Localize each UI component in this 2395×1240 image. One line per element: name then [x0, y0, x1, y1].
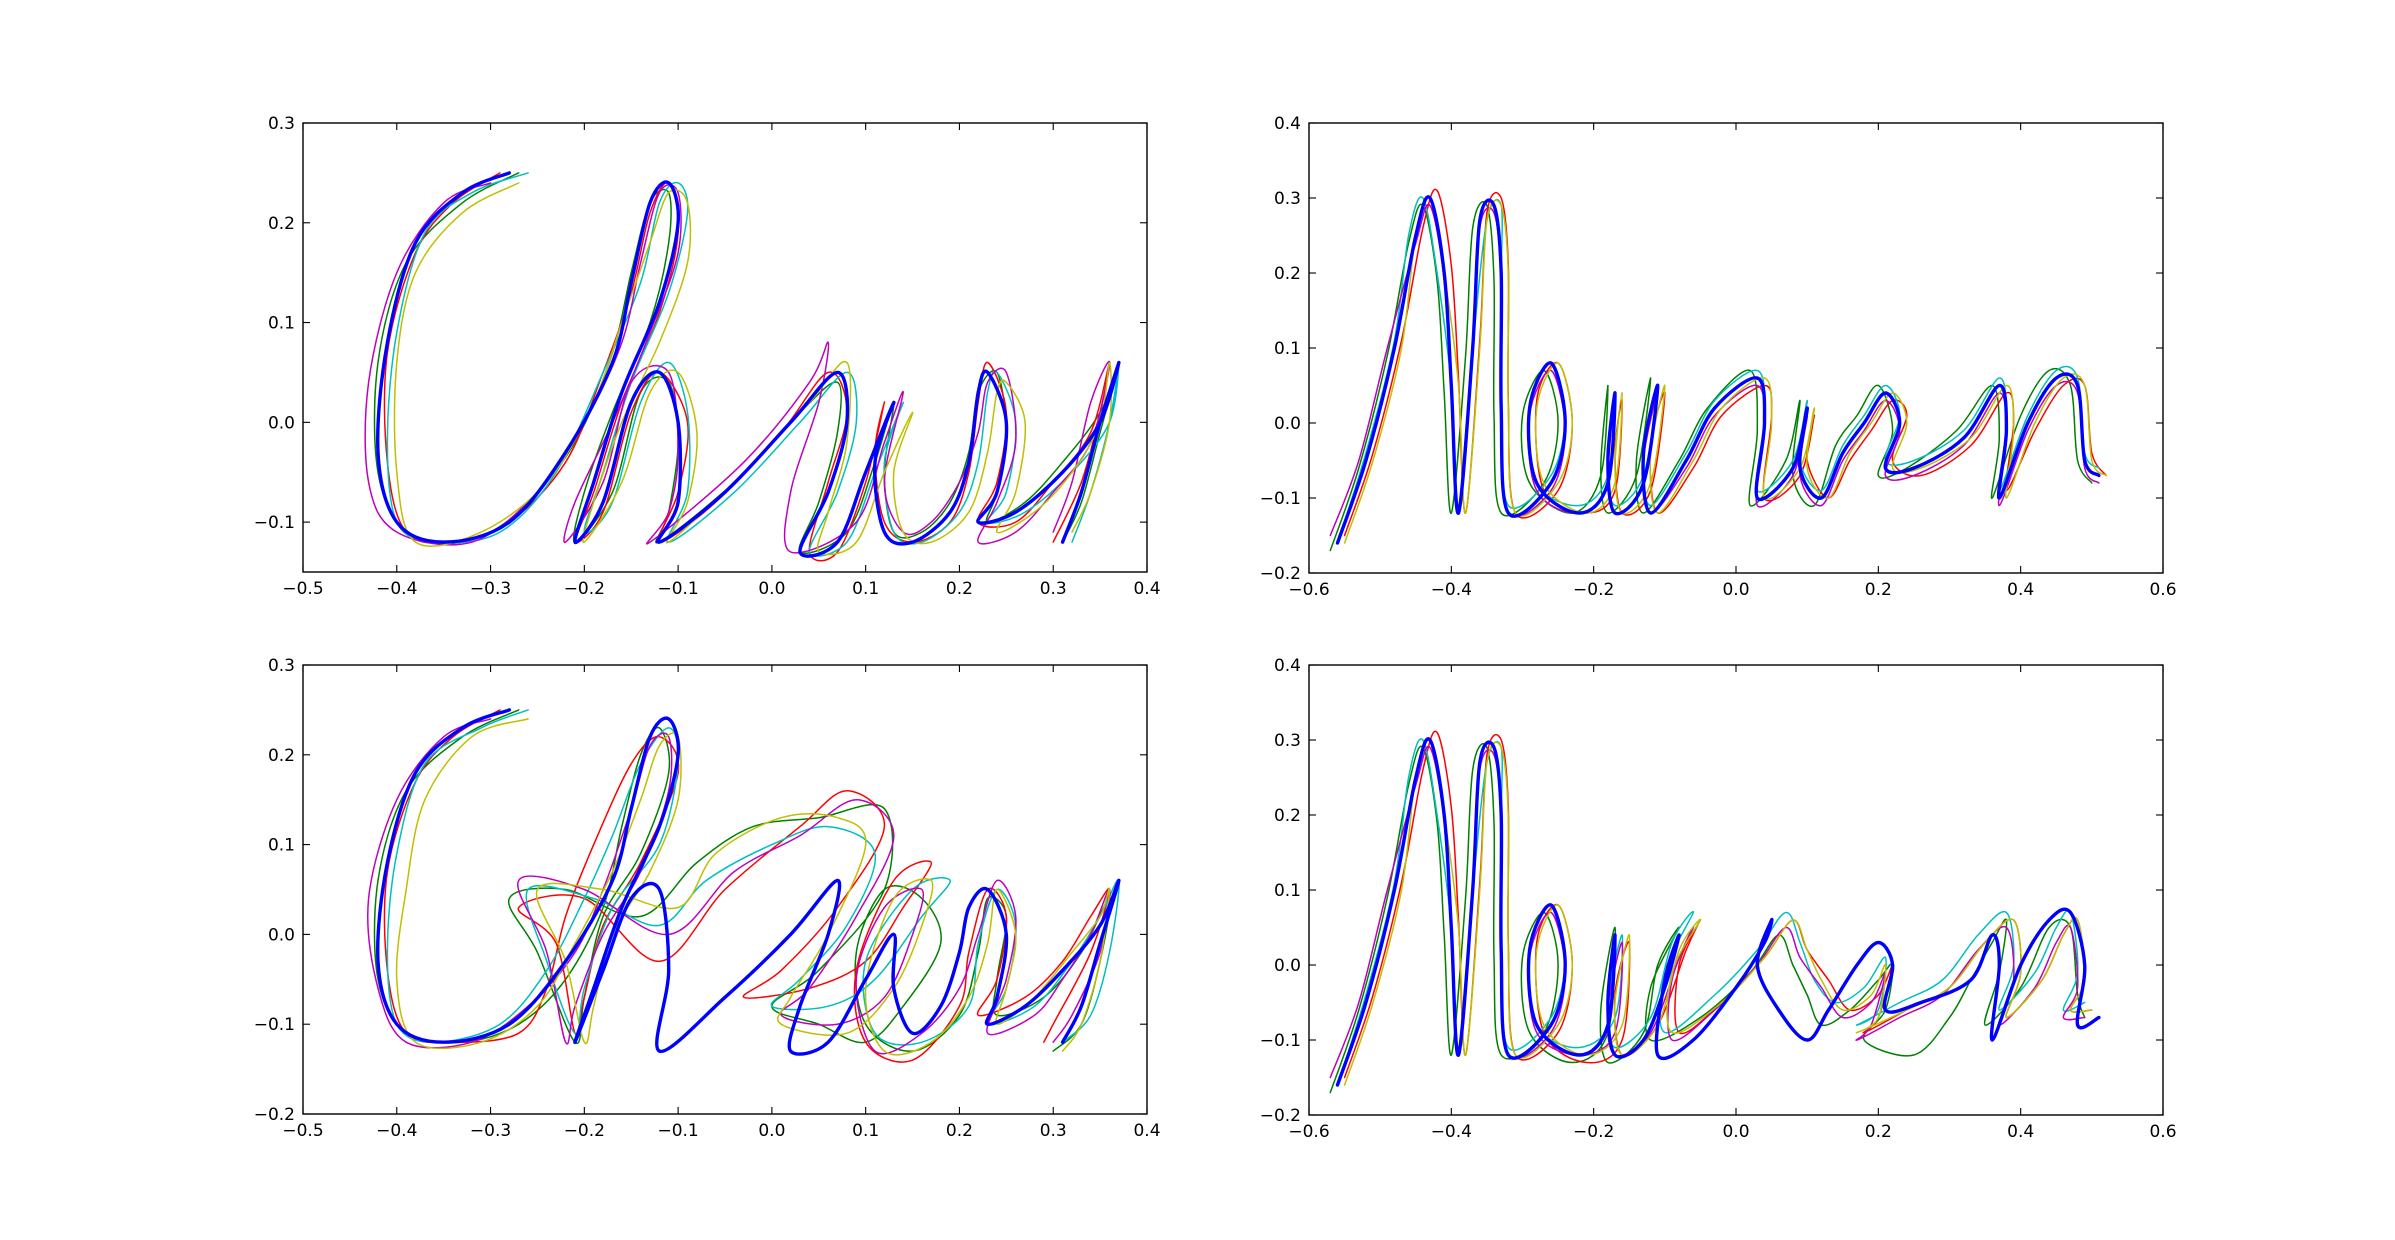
series-group	[367, 708, 1121, 1063]
x-tick-label: −0.2	[564, 579, 605, 599]
x-tick-label: 0.0	[758, 579, 785, 599]
x-tick-label: 0.2	[946, 579, 973, 599]
y-tick-label: 0.0	[1274, 414, 1301, 434]
x-tick-label: −0.1	[657, 579, 698, 599]
y-tick-label: −0.2	[1260, 564, 1301, 584]
x-tick-label: 0.4	[1133, 1121, 1160, 1141]
x-tick-label: −0.3	[470, 579, 511, 599]
x-tick-label: 0.6	[2149, 1122, 2176, 1142]
sample-trace	[1329, 203, 2100, 537]
sample-trace	[373, 709, 1111, 1052]
x-tick-label: 0.2	[1865, 580, 1892, 600]
target-trace	[376, 708, 1121, 1056]
y-tick-label: 0.3	[1274, 189, 1301, 209]
x-tick-label: 0.3	[1040, 579, 1067, 599]
sample-trace	[367, 718, 1111, 1055]
y-tick-label: 0.0	[1274, 956, 1301, 976]
x-tick-label: −0.5	[282, 1121, 323, 1141]
y-tick-label: 0.1	[1274, 881, 1301, 901]
axes-frame	[302, 122, 1148, 573]
x-tick-label: −0.4	[1431, 580, 1472, 600]
y-tick-label: −0.2	[254, 1105, 295, 1125]
x-tick-label: 0.0	[1722, 580, 1749, 600]
sample-trace	[395, 718, 1111, 1056]
x-tick-label: 0.2	[946, 1121, 973, 1141]
x-tick-label: −0.6	[1288, 580, 1329, 600]
y-tick-label: 0.4	[1274, 656, 1301, 676]
y-tick-label: 0.0	[268, 413, 295, 433]
x-tick-label: −0.6	[1288, 1122, 1329, 1142]
y-tick-label: 0.2	[268, 746, 295, 766]
x-tick-label: 0.3	[1040, 1121, 1067, 1141]
y-tick-label: 0.2	[268, 214, 295, 234]
x-tick-label: 0.0	[758, 1121, 785, 1141]
y-tick-label: −0.1	[1260, 1031, 1301, 1051]
x-tick-label: −0.2	[1573, 1122, 1614, 1142]
series-group	[1329, 730, 2101, 1094]
y-tick-label: 0.1	[268, 836, 295, 856]
y-tick-label: 0.3	[268, 114, 295, 134]
sample-trace	[386, 172, 1120, 557]
chaos-plot-top: −0.5 −0.4 −0.3 −0.2 −0.1 0.0 0.1 0.2 0.3 0.4 −0.1 0…	[254, 114, 1161, 599]
y-tick-label: −0.1	[1260, 489, 1301, 509]
y-tick-label: −0.1	[254, 1015, 295, 1035]
y-tick-label: 0.3	[268, 656, 295, 676]
x-tick-label: 0.4	[2007, 580, 2034, 600]
sample-trace	[1343, 188, 2107, 537]
x-tick-label: 0.4	[2007, 1122, 2034, 1142]
neuron-plot-top: −0.6 −0.4 −0.2 0.0 0.2 0.4 0.6 −0.2 −0.1 0.0 0.1 0.…	[1260, 114, 2177, 600]
y-tick-label: 0.1	[1274, 339, 1301, 359]
x-tick-label: −0.5	[282, 579, 323, 599]
chaos-plot-bottom: −0.5 −0.4 −0.3 −0.2 −0.1 0.0 0.1 0.2 0.3 0.4 −0.2 −…	[254, 656, 1161, 1141]
x-tick-label: −0.4	[1431, 1122, 1472, 1142]
target-trace	[376, 171, 1121, 558]
target-trace	[1335, 195, 2101, 545]
x-tick-label: 0.4	[1133, 579, 1160, 599]
series-group	[1329, 188, 2107, 552]
x-tick-label: −0.4	[376, 579, 417, 599]
axes-frame	[302, 664, 1148, 1115]
x-tick-label: 0.0	[1722, 1122, 1749, 1142]
x-tick-label: −0.4	[376, 1121, 417, 1141]
x-tick-label: 0.1	[852, 1121, 879, 1141]
y-tick-label: −0.2	[1260, 1106, 1301, 1126]
sample-trace	[1329, 201, 2093, 552]
y-tick-label: 0.4	[1274, 114, 1301, 134]
x-tick-label: 0.6	[2149, 580, 2176, 600]
y-tick-label: 0.2	[1274, 806, 1301, 826]
x-tick-label: −0.2	[1573, 580, 1614, 600]
y-tick-label: −0.1	[254, 513, 295, 533]
sample-trace	[386, 709, 1120, 1046]
y-tick-label: 0.0	[268, 925, 295, 945]
sample-trace	[364, 182, 1111, 554]
x-tick-label: −0.3	[470, 1121, 511, 1141]
sample-trace	[383, 709, 1111, 1063]
y-tick-label: 0.2	[1274, 264, 1301, 284]
neuron-plot-bottom: −0.6 −0.4 −0.2 0.0 0.2 0.4 0.6 −0.2 −0.1 0.0 0.1 0.…	[1260, 656, 2177, 1142]
x-tick-label: 0.2	[1865, 1122, 1892, 1142]
x-tick-label: −0.2	[564, 1121, 605, 1141]
series-group	[364, 171, 1121, 562]
x-tick-label: −0.1	[657, 1121, 698, 1141]
sample-trace	[1343, 196, 2107, 544]
y-tick-label: 0.3	[1274, 731, 1301, 751]
x-tick-label: 0.1	[852, 579, 879, 599]
target-trace	[1335, 737, 2101, 1087]
y-tick-label: 0.1	[268, 314, 295, 334]
sample-trace	[373, 172, 1120, 554]
